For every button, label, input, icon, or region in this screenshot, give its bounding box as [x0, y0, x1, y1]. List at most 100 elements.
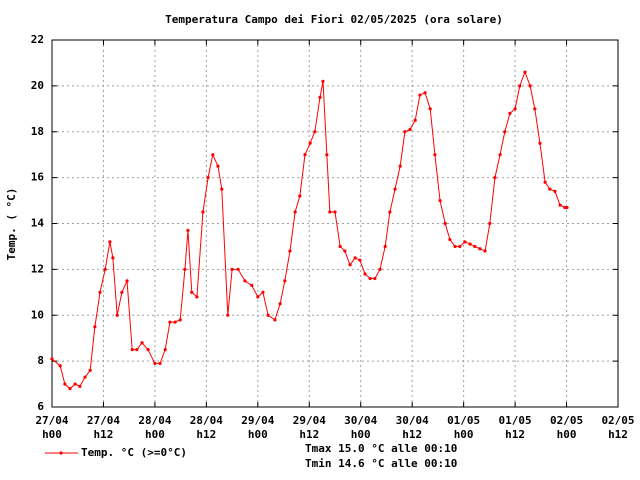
y-tick-label: 6 [37, 400, 44, 413]
y-tick-label: 22 [31, 33, 44, 46]
data-point [303, 153, 307, 157]
x-tick-label: h00 [42, 428, 62, 441]
data-point [120, 290, 124, 294]
data-point [553, 189, 557, 193]
x-tick-label: h00 [145, 428, 165, 441]
data-point [153, 361, 157, 366]
data-point [388, 210, 392, 214]
data-point [211, 153, 215, 157]
data-point [418, 93, 422, 97]
chart-title: Temperatura Campo dei Fiori 02/05/2025 (… [165, 13, 503, 26]
data-point [343, 249, 347, 253]
x-tick-label: 27/04 [35, 414, 68, 427]
x-tick-label: h00 [557, 428, 577, 441]
plot-frame [51, 39, 619, 408]
data-point [186, 228, 190, 232]
data-point [158, 361, 162, 366]
data-point [256, 295, 260, 299]
x-tick-label: h00 [351, 428, 371, 441]
data-point [393, 187, 397, 191]
x-tick-label: h12 [608, 428, 628, 441]
data-point [283, 279, 287, 283]
data-point [73, 382, 77, 386]
x-tick-label: 02/05 [550, 414, 583, 427]
data-point [428, 107, 432, 111]
data-point [523, 70, 527, 74]
y-tick-label: 12 [31, 262, 44, 275]
data-point [293, 210, 297, 214]
data-point [178, 318, 182, 322]
data-point [140, 341, 144, 345]
data-point [58, 364, 62, 368]
x-tick-label: h00 [248, 428, 268, 441]
data-point [478, 247, 482, 251]
data-point [458, 244, 462, 249]
annotation: Tmin 14.6 °C alle 00:10 [305, 457, 457, 470]
x-tick-label: h12 [505, 428, 525, 441]
data-point [358, 258, 362, 262]
data-point [513, 107, 517, 111]
data-point [463, 240, 467, 244]
y-tick-label: 18 [31, 125, 44, 138]
data-point [408, 127, 412, 132]
x-tick-label: 01/05 [499, 414, 532, 427]
data-point [226, 313, 230, 317]
data-point [266, 313, 270, 317]
data-point [78, 384, 82, 388]
data-point [353, 256, 357, 260]
data-point [438, 198, 442, 203]
data-point [201, 210, 205, 214]
data-point [398, 164, 402, 168]
data-point [378, 267, 382, 271]
data-point [103, 267, 107, 271]
data-point [216, 164, 220, 168]
x-tick-label: 30/04 [396, 414, 429, 427]
data-point [261, 290, 265, 294]
data-point [333, 210, 337, 214]
data-point [468, 242, 472, 246]
data-point [528, 84, 532, 88]
data-point [50, 357, 54, 361]
data-point [503, 130, 507, 134]
data-point [190, 290, 194, 294]
x-tick-label: 29/04 [241, 414, 274, 427]
x-tick-label: h12 [94, 428, 114, 441]
data-point [298, 194, 302, 198]
x-tick-label: h12 [299, 428, 319, 441]
data-point [518, 84, 522, 88]
data-point [243, 279, 247, 283]
data-point [173, 320, 177, 324]
data-point [538, 141, 542, 145]
x-tick-label: h12 [196, 428, 216, 441]
data-point [443, 221, 447, 226]
data-point [363, 272, 367, 276]
data-point [220, 187, 224, 191]
annotation: Tmax 15.0 °C alle 00:10 [305, 442, 457, 455]
data-point [195, 295, 199, 299]
x-tick-label: 27/04 [87, 414, 120, 427]
y-tick-label: 8 [37, 354, 44, 367]
data-point [183, 267, 187, 271]
data-point [250, 283, 254, 288]
data-point [565, 205, 569, 210]
data-point [168, 320, 172, 324]
x-tick-label: 01/05 [447, 414, 480, 427]
y-tick-label: 20 [31, 79, 44, 92]
data-point [278, 302, 282, 306]
x-tick-label: 29/04 [293, 414, 326, 427]
data-point [328, 210, 332, 214]
data-point [498, 153, 502, 157]
data-point [493, 176, 497, 180]
y-tick-label: 10 [31, 308, 44, 321]
data-point [63, 382, 67, 386]
data-point [313, 130, 317, 134]
data-point [273, 318, 277, 322]
data-point [403, 130, 407, 134]
data-point [236, 267, 240, 271]
data-point [146, 348, 150, 352]
data-point [448, 237, 452, 242]
x-tick-label: 30/04 [344, 414, 377, 427]
data-point [318, 95, 322, 99]
data-point [423, 91, 427, 95]
